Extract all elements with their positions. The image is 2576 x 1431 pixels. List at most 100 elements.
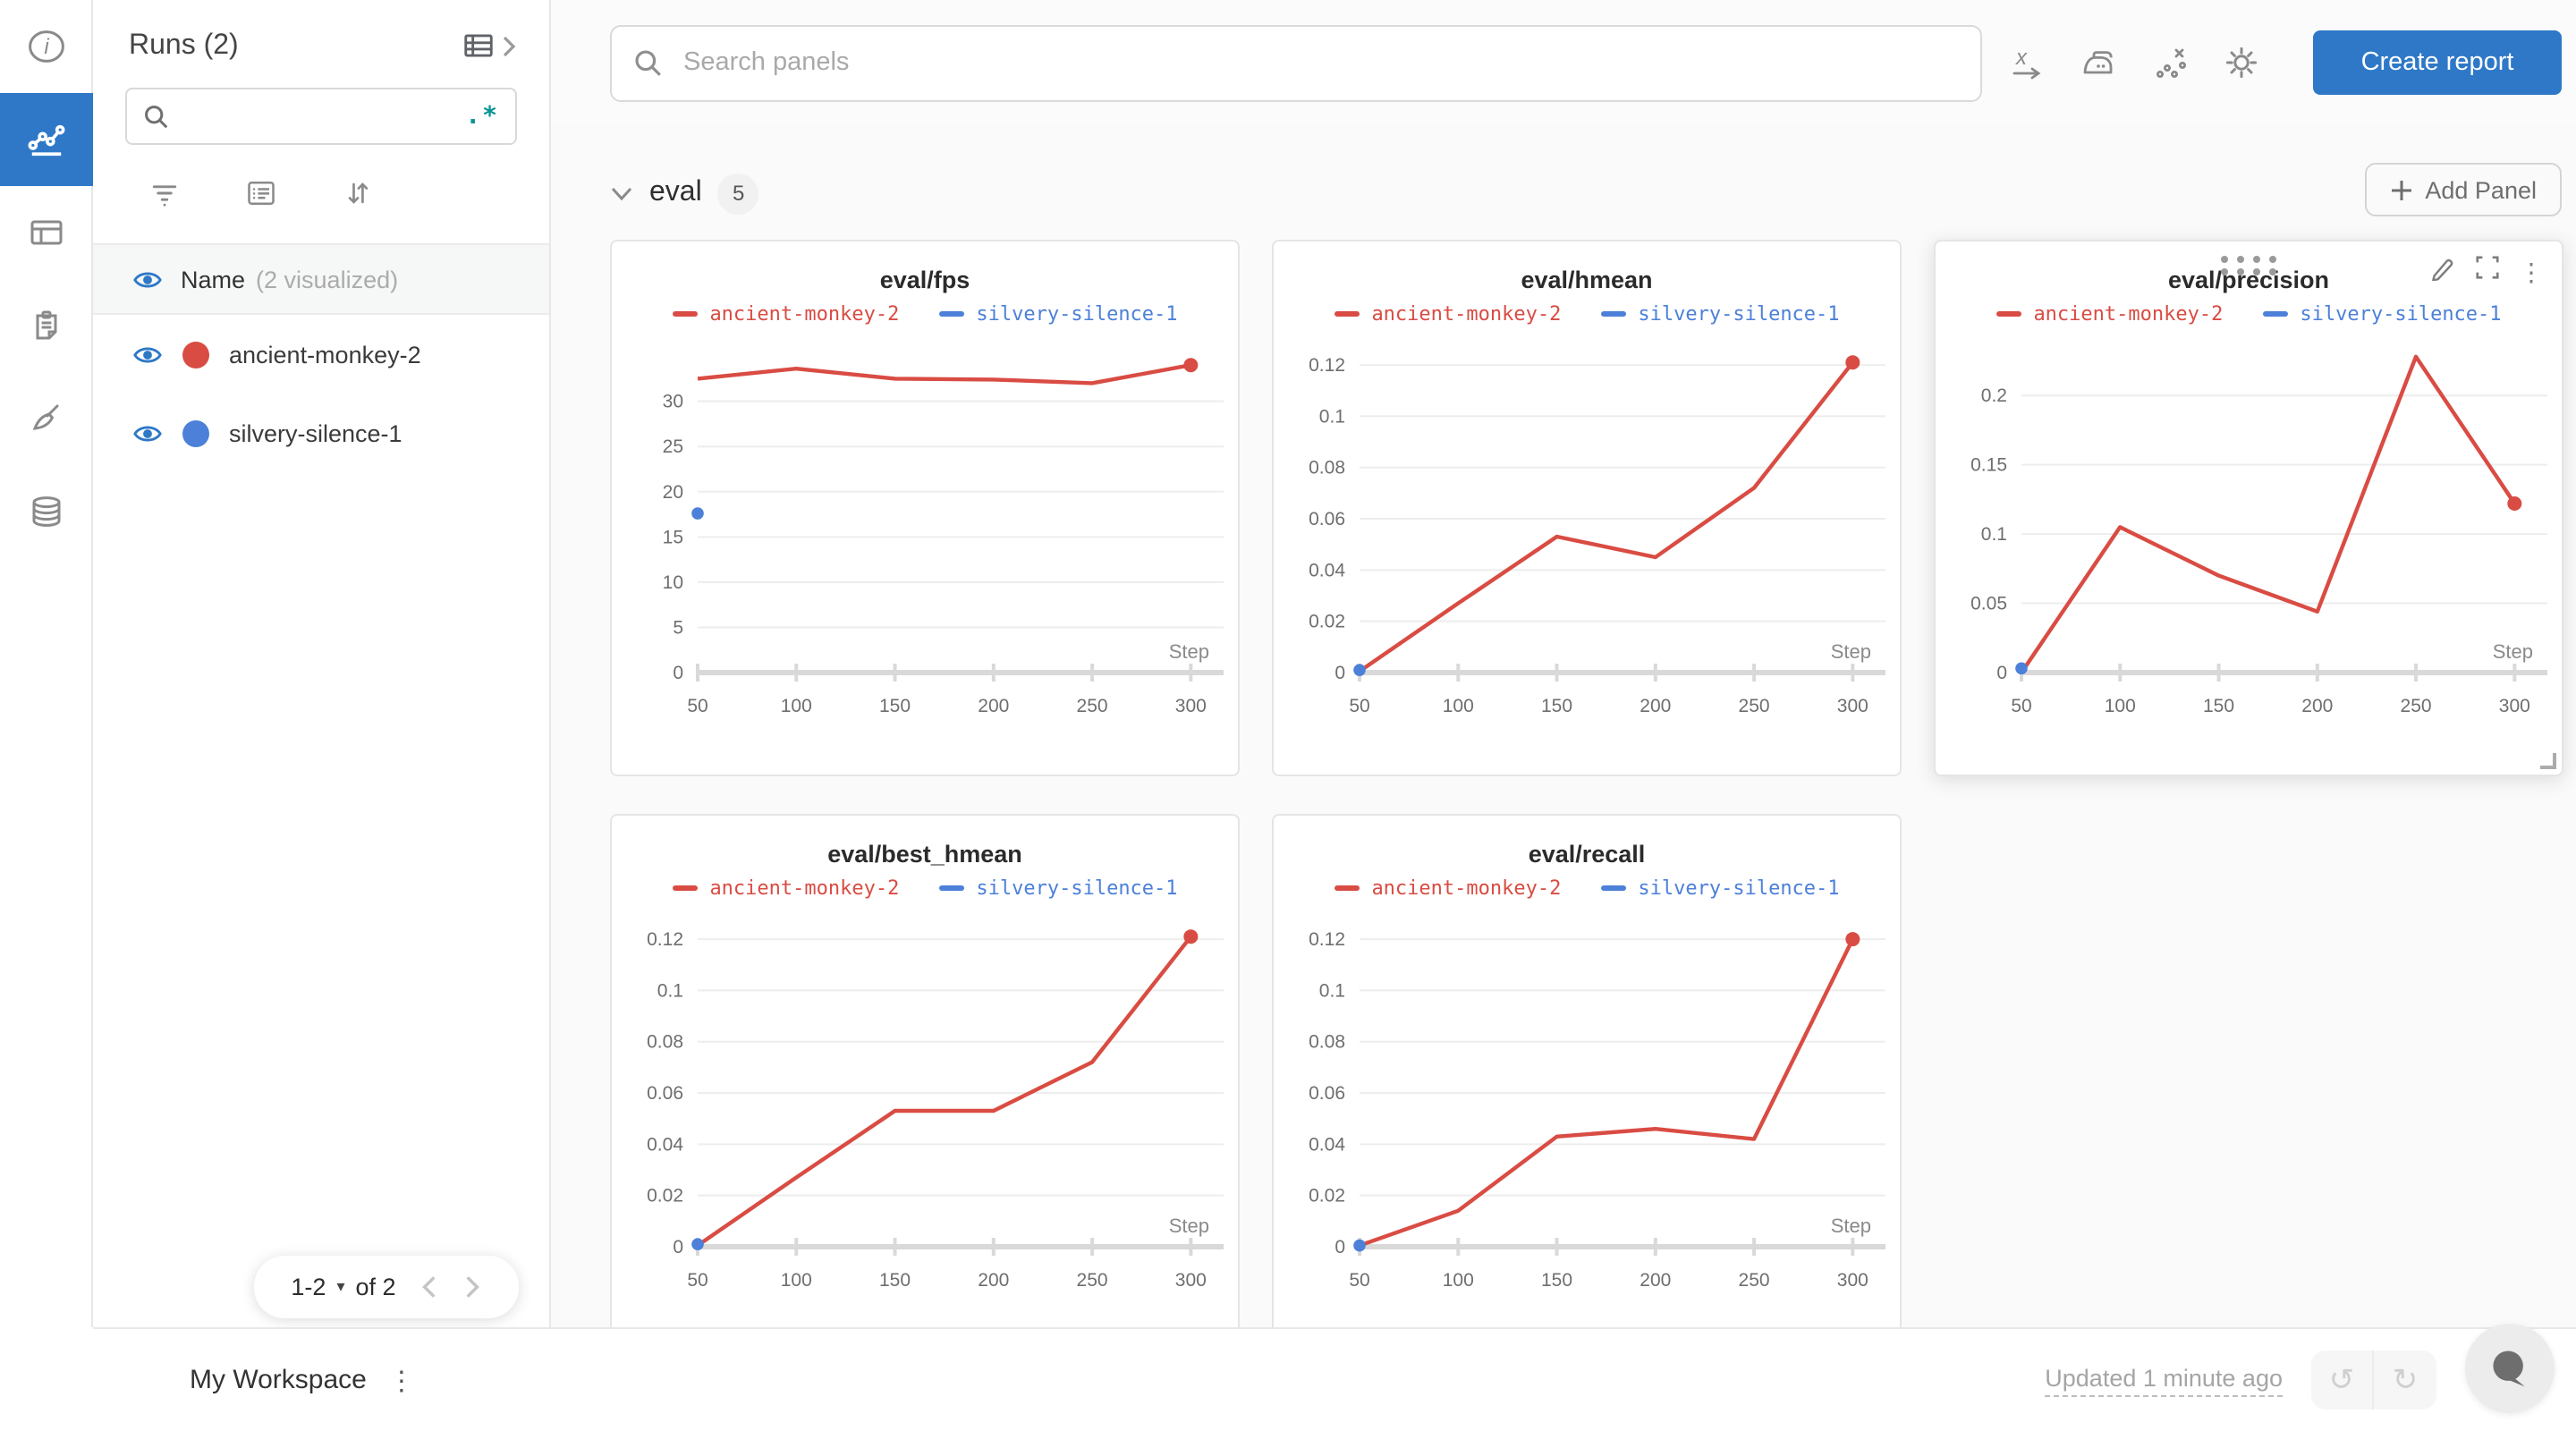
workspace-charts-icon[interactable] [0,93,93,186]
svg-text:150: 150 [1541,1270,1572,1291]
svg-text:Step: Step [1831,640,1871,663]
clipboard-icon [36,310,57,340]
legend-swatch [672,885,698,892]
pagination-range[interactable]: 1-2 [291,1274,326,1300]
svg-text:50: 50 [1349,696,1369,716]
runs-search-box: .* [125,88,517,145]
panel-menu-kebab-icon[interactable]: ⋮ [2519,257,2544,285]
chevron-right-icon [503,35,516,56]
svg-text:Step: Step [2493,640,2533,663]
plus-icon [2391,180,2411,199]
chart-panel[interactable]: ⋮ eval/hmean ancient-monkey-2silvery-sil… [1272,240,1902,776]
bottom-bar: My Workspace ⋮ Updated 1 minute ago ↺ ↻ [93,1327,2576,1431]
svg-text:100: 100 [781,696,812,716]
chart-canvas[interactable]: 0 0.02 0.04 0.06 0.08 0.1 0.12 50 100 150 200 250 30… [1288,329,1889,751]
visibility-eye-icon[interactable] [132,343,163,366]
chart-title: eval/hmean [1521,267,1653,293]
section-panel-count-badge: 5 [717,173,759,214]
svg-text:5: 5 [673,617,683,638]
legend-swatch [1334,310,1360,318]
settings-gear-icon[interactable] [2216,38,2267,88]
svg-text:0.12: 0.12 [1309,355,1345,376]
chart-panel[interactable]: ⋮ eval/fps ancient-monkey-2silvery-silen… [610,240,1240,776]
panel-search-input[interactable] [680,47,1959,79]
run-name[interactable]: silvery-silence-1 [229,419,402,446]
legend-item: silvery-silence-1 [938,302,1178,326]
legend-run-name: silvery-silence-1 [1638,302,1840,326]
chart-legend: ancient-monkey-2 silvery-silence-1 [612,876,1238,900]
search-icon [145,105,168,128]
chart-legend: ancient-monkey-2 silvery-silence-1 [1274,876,1900,900]
workspace-name[interactable]: My Workspace [190,1365,367,1395]
visibility-eye-icon [133,271,162,287]
svg-text:0.15: 0.15 [1970,455,2007,476]
sort-icon[interactable] [333,168,383,218]
table-icon [464,34,493,57]
panel-drag-handle[interactable] [2221,256,2276,275]
last-updated-label: Updated 1 minute ago [2045,1364,2283,1396]
artifacts-database-icon[interactable] [0,465,93,558]
chart-panel[interactable]: ⋮ eval/best_hmean ancient-monkey-2silver… [610,814,1240,1327]
chart-canvas[interactable]: 0 0.02 0.04 0.06 0.08 0.1 0.12 50 100 150 200 250 30… [626,903,1227,1325]
pagination-next-button[interactable] [462,1274,482,1300]
pagination-caret-icon: ▾ [336,1277,345,1295]
chevron-down-icon[interactable] [610,185,633,201]
chart-canvas[interactable]: 0 5 10 15 20 25 30 50 100 150 200 250 300 Step [626,329,1227,751]
line-chart-icon [28,124,65,157]
expand-runs-table-button[interactable] [462,29,517,63]
legend-item: silvery-silence-1 [1600,302,1840,326]
svg-text:200: 200 [978,696,1009,716]
outlier-scatter-icon[interactable] [2145,38,2195,88]
workspace-menu-kebab-icon[interactable]: ⋮ [387,1366,415,1396]
chart-canvas[interactable]: 0 0.05 0.1 0.15 0.2 50 100 150 200 250 300 Step [1950,329,2551,751]
run-row[interactable]: silvery-silence-1 [93,394,549,472]
sweeps-broom-icon[interactable] [0,372,93,465]
svg-text:0.05: 0.05 [1970,594,2007,614]
x-axis-settings-icon[interactable]: x [2002,38,2052,88]
svg-text:200: 200 [978,1270,1009,1291]
smoothing-iron-icon[interactable] [2073,38,2123,88]
logs-clipboard-icon[interactable] [0,279,93,372]
runs-search-input[interactable] [182,101,466,131]
svg-text:150: 150 [1541,696,1572,716]
section-name[interactable]: eval [649,177,702,207]
runs-table-icon[interactable] [0,186,93,279]
group-list-icon[interactable] [236,168,286,218]
legend-swatch [2262,310,2288,318]
redo-button[interactable]: ↻ [2392,1362,2419,1396]
chart-canvas[interactable]: 0 0.02 0.04 0.06 0.08 0.1 0.12 50 100 150 200 250 30… [1288,903,1889,1325]
svg-text:300: 300 [1175,1270,1207,1291]
svg-text:0.08: 0.08 [1309,458,1345,478]
svg-text:10: 10 [663,572,683,593]
left-icon-rail: i [0,0,93,1327]
info-icon[interactable]: i [0,0,93,93]
edit-panel-pencil-icon[interactable] [2429,254,2456,290]
svg-text:0: 0 [673,663,683,683]
svg-text:200: 200 [1640,1270,1671,1291]
add-panel-button[interactable]: Add Panel [2364,163,2562,216]
undo-button[interactable]: ↺ [2311,1351,2374,1410]
legend-item: ancient-monkey-2 [672,302,899,326]
panel-resize-handle[interactable] [2540,753,2556,769]
chart-panel[interactable]: ⋮ eval/recall ancient-monkey-2silvery-si… [1272,814,1902,1327]
svg-text:250: 250 [1077,1270,1108,1291]
fullscreen-icon[interactable] [2474,254,2501,290]
svg-text:i: i [44,35,49,59]
regex-toggle[interactable]: .* [465,102,499,131]
pagination-prev-button[interactable] [421,1274,441,1300]
info-icon-glyph: i [29,30,64,63]
create-report-button[interactable]: Create report [2313,30,2562,95]
legend-run-name: silvery-silence-1 [976,302,1178,326]
run-name[interactable]: ancient-monkey-2 [229,341,421,368]
run-row[interactable]: ancient-monkey-2 [93,315,549,394]
filter-icon[interactable] [140,168,190,218]
chart-panel[interactable]: ⋮ eval/precision ancient-monkey-2 silvery… [1934,240,2563,776]
panel-search-box [610,24,1982,101]
svg-text:50: 50 [1349,1270,1369,1291]
svg-text:0.12: 0.12 [647,929,683,950]
legend-item: silvery-silence-1 [1600,876,1840,900]
runs-column-header[interactable]: Name (2 visualized) [93,243,549,315]
visibility-eye-icon[interactable] [132,421,163,445]
svg-text:250: 250 [1739,696,1770,716]
chat-help-button[interactable] [2465,1324,2555,1413]
